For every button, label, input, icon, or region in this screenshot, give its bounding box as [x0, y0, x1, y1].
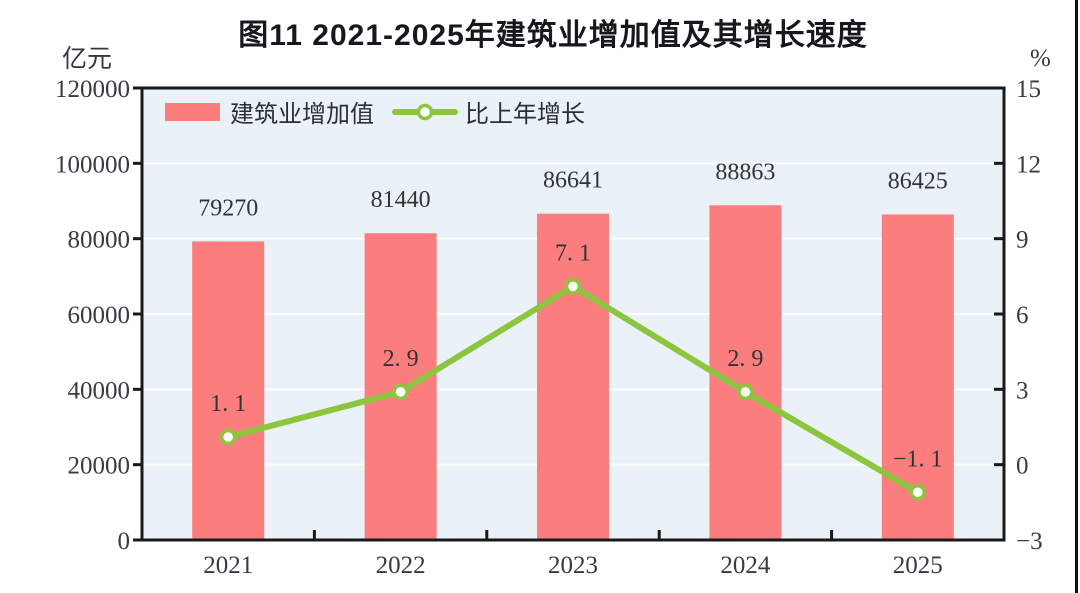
bar-2024: [709, 205, 782, 540]
left-axis-label: 60000: [68, 302, 131, 329]
line-value-label-2025: −1. 1: [893, 446, 943, 472]
page-border-right: [1075, 0, 1078, 593]
right-axis-label: 12: [1016, 151, 1041, 178]
x-axis-label-2023: 2023: [548, 552, 598, 579]
bar-value-label-2025: 86425: [888, 168, 948, 194]
bar-value-label-2021: 79270: [198, 195, 258, 221]
x-axis-label-2025: 2025: [893, 552, 943, 579]
right-axis-label: −3: [1016, 528, 1043, 555]
line-marker-2024: [737, 383, 754, 401]
x-axis-label-2022: 2022: [376, 552, 426, 579]
bar-2023: [537, 213, 609, 541]
right-axis-label: 6: [1016, 302, 1029, 329]
plot-area: 79270 81440 86641 88863 86425 1. 1 2. 9 7. 1 2. …: [55, 76, 1043, 579]
left-axis-unit: 亿元: [62, 45, 112, 73]
left-axis-label: 80000: [68, 227, 131, 254]
line-marker-2025: [909, 484, 927, 501]
bar-2021: [192, 241, 265, 541]
x-axis-label-2024: 2024: [720, 552, 771, 579]
right-axis-label: 15: [1016, 76, 1041, 103]
legend-line-label: 比上年增长: [465, 101, 585, 128]
x-axis-label-2021: 2021: [203, 552, 253, 579]
left-axis-label: 120000: [55, 76, 130, 103]
bar-value-label-2023: 86641: [543, 168, 603, 194]
plot-border: [140, 86, 1006, 542]
chart-title: 图11 2021-2025年建筑业增加值及其增长速度: [238, 18, 868, 52]
line-marker-2021: [219, 428, 237, 446]
right-axis-label: 0: [1016, 453, 1029, 480]
line-marker-2022: [392, 383, 409, 401]
line-value-label-2023: 7. 1: [555, 240, 591, 266]
legend-line-marker: [416, 103, 434, 121]
bar-value-label-2024: 88863: [715, 159, 775, 185]
line-value-label-2021: 1. 1: [210, 391, 246, 417]
legend-bar-label: 建筑业增加值: [230, 101, 374, 128]
legend-bar-swatch: [165, 103, 220, 121]
right-axis-label: 3: [1016, 377, 1029, 404]
left-axis-label: 20000: [68, 453, 131, 480]
left-axis-label: 100000: [55, 151, 130, 178]
line-marker-2023: [564, 278, 582, 295]
line-value-label-2022: 2. 9: [383, 346, 419, 372]
line-value-label-2024: 2. 9: [727, 346, 763, 372]
left-axis-label: 40000: [68, 377, 131, 404]
left-axis-label: 0: [118, 528, 131, 555]
bar-value-label-2022: 81440: [371, 187, 431, 213]
right-axis-unit: %: [1030, 45, 1051, 72]
right-axis-label: 9: [1016, 227, 1029, 254]
